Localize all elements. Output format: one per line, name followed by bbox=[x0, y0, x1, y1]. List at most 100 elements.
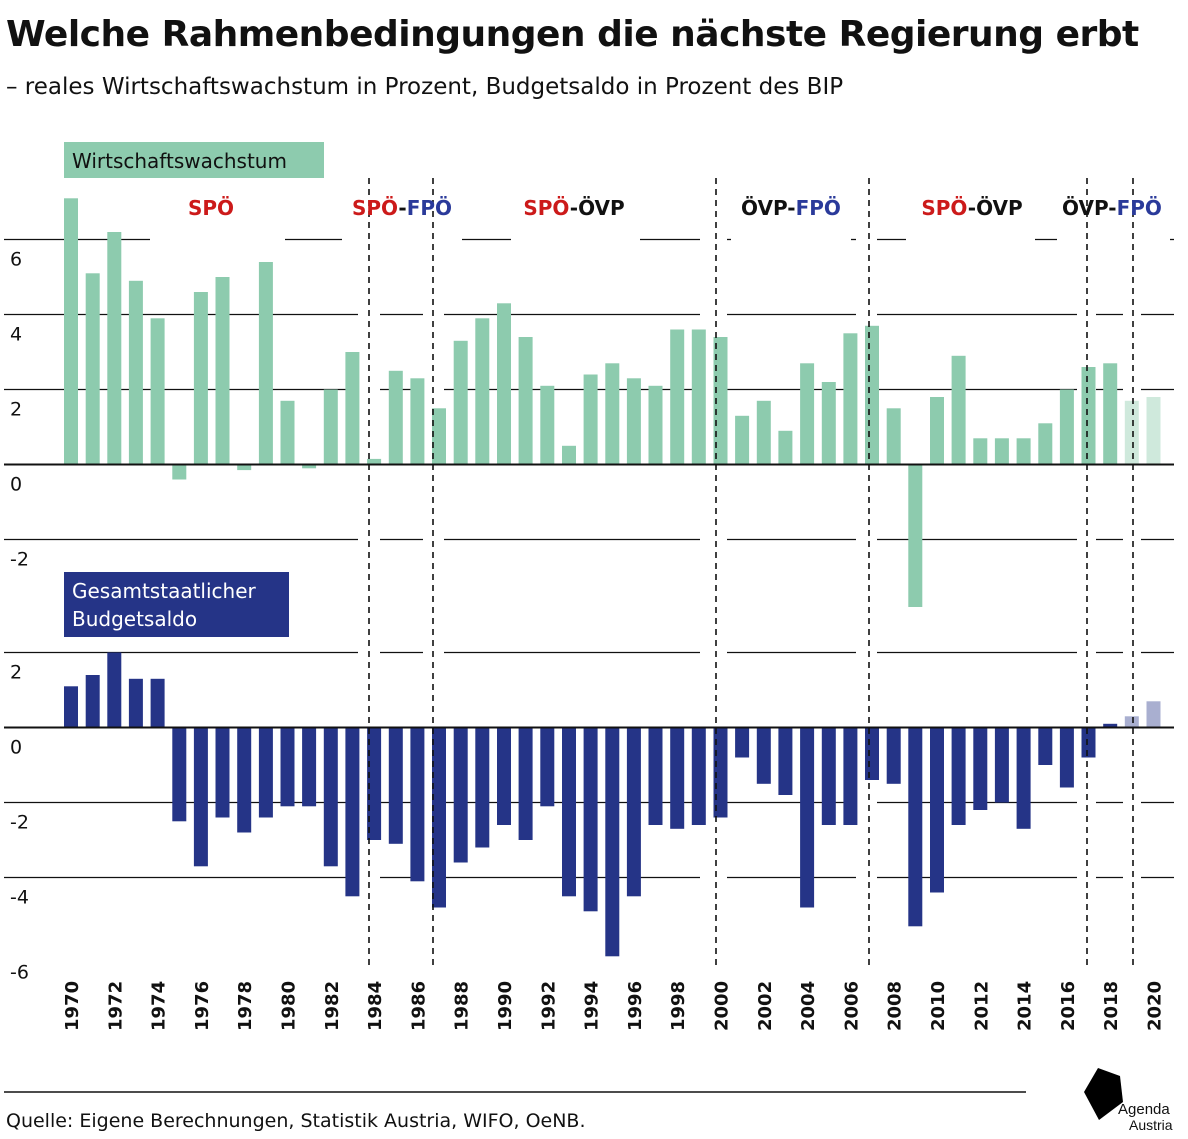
growth-bar bbox=[237, 464, 252, 471]
budget-bar bbox=[1124, 716, 1139, 728]
party-name: - bbox=[968, 196, 976, 220]
growth-bar bbox=[930, 397, 944, 465]
budget-bar bbox=[1038, 727, 1053, 765]
party-name: SPÖ bbox=[921, 196, 967, 220]
chart-subtitle: – reales Wirtschaftswachstum in Prozent,… bbox=[6, 74, 844, 100]
y-tick-labels: 6 4 2 0 -2 2 0 -2 -4 -6 bbox=[10, 249, 29, 984]
party-name: ÖVP bbox=[1062, 196, 1108, 220]
growth-legend-box bbox=[64, 142, 324, 178]
budget-bar bbox=[973, 727, 988, 810]
growth-bar bbox=[85, 273, 100, 465]
growth-bar bbox=[150, 318, 165, 465]
budget-bar bbox=[1016, 727, 1031, 829]
party-name: SPÖ bbox=[352, 196, 398, 220]
growth-bar bbox=[432, 408, 446, 465]
budget-y-tick: -4 bbox=[10, 887, 29, 909]
x-tick-labels: 1970 1972 1974 1976 1978 1980 1982 1984 1986 1988… bbox=[62, 981, 1166, 1031]
budget-legend-label: Gesamtstaatlicher Budgetsaldo bbox=[72, 579, 257, 631]
growth-bar bbox=[1124, 400, 1139, 465]
budget-bar bbox=[128, 678, 143, 728]
budget-bar bbox=[1103, 723, 1118, 728]
budget-bar bbox=[713, 727, 728, 818]
budget-legend-line: Gesamtstaatlicher bbox=[72, 579, 257, 603]
budget-legend-box bbox=[64, 572, 289, 637]
budget-y-tick: -2 bbox=[10, 812, 29, 834]
x-tick-label: 1986 bbox=[408, 981, 429, 1031]
growth-bar bbox=[756, 400, 771, 465]
government-label: ÖVP-FPÖ bbox=[1062, 196, 1162, 220]
growth-bar bbox=[778, 430, 793, 465]
party-name: ÖVP bbox=[578, 196, 625, 220]
party-name: SPÖ bbox=[188, 196, 234, 220]
budget-bar bbox=[323, 727, 338, 867]
budget-y-tick: 2 bbox=[10, 662, 22, 684]
budget-bar bbox=[735, 727, 750, 758]
budget-bar bbox=[345, 727, 360, 897]
budget-bar bbox=[475, 727, 490, 848]
x-tick-label: 2002 bbox=[755, 981, 776, 1031]
party-name: SPÖ bbox=[523, 196, 569, 220]
budget-bar bbox=[388, 727, 403, 844]
x-tick-label: 2004 bbox=[798, 981, 819, 1031]
growth-bar bbox=[410, 378, 425, 465]
growth-bar bbox=[1103, 363, 1118, 465]
budget-bar bbox=[583, 727, 598, 912]
government-dividers bbox=[368, 178, 1134, 970]
budget-bar bbox=[800, 727, 815, 908]
growth-bar bbox=[367, 458, 382, 465]
growth-bar bbox=[128, 280, 143, 465]
budget-bar bbox=[193, 727, 208, 867]
growth-bar bbox=[908, 464, 923, 607]
x-tick-label: 2014 bbox=[1015, 981, 1036, 1031]
party-name: - bbox=[787, 196, 795, 220]
government-label: ÖVP-FPÖ bbox=[741, 196, 841, 220]
growth-bar bbox=[583, 374, 598, 465]
growth-bar bbox=[821, 382, 836, 465]
government-labels: SPÖ SPÖ-FPÖ SPÖ-ÖVP ÖVP-FPÖ SPÖ-ÖVP ÖVP-FPÖ bbox=[188, 196, 1162, 220]
growth-bar bbox=[994, 438, 1009, 465]
budget-bar bbox=[670, 727, 685, 829]
government-label: SPÖ bbox=[188, 196, 234, 220]
growth-bar bbox=[107, 232, 122, 465]
growth-y-tick: 6 bbox=[10, 249, 22, 271]
growth-bar bbox=[497, 303, 511, 465]
x-tick-label: 1972 bbox=[105, 981, 126, 1031]
growth-bar bbox=[951, 355, 966, 465]
budget-bar bbox=[432, 727, 446, 908]
budget-bar bbox=[930, 727, 944, 893]
budget-bar bbox=[215, 727, 230, 818]
budget-bar bbox=[453, 727, 468, 863]
chart-title: Welche Rahmenbedingungen die nächste Reg… bbox=[6, 14, 1139, 55]
x-tick-label: 1978 bbox=[235, 981, 256, 1031]
growth-bar bbox=[1146, 397, 1161, 465]
growth-bar bbox=[475, 318, 490, 465]
budget-bar bbox=[172, 727, 187, 822]
growth-bar bbox=[453, 340, 468, 465]
budget-bar bbox=[302, 727, 317, 807]
growth-bar bbox=[172, 464, 187, 480]
growth-y-tick: 0 bbox=[10, 474, 22, 496]
growth-legend: Wirtschaftswachstum bbox=[64, 142, 324, 178]
growth-bar bbox=[258, 262, 273, 465]
budget-bar bbox=[150, 678, 165, 728]
growth-bar bbox=[1081, 367, 1096, 465]
party-name: FPÖ bbox=[407, 196, 452, 220]
x-tick-label: 1996 bbox=[625, 981, 646, 1031]
party-name: - bbox=[570, 196, 578, 220]
x-tick-label: 1998 bbox=[668, 981, 689, 1031]
x-tick-label: 2020 bbox=[1145, 981, 1166, 1031]
budget-y-tick: -6 bbox=[10, 962, 29, 984]
zero-lines bbox=[4, 463, 1174, 729]
growth-bar bbox=[1059, 389, 1074, 465]
budget-bar bbox=[821, 727, 836, 825]
government-label: SPÖ-ÖVP bbox=[523, 196, 624, 220]
government-label: SPÖ-ÖVP bbox=[921, 196, 1022, 220]
logo-mark bbox=[1084, 1068, 1123, 1120]
growth-bar bbox=[345, 352, 360, 465]
growth-bar bbox=[540, 385, 555, 465]
growth-bar bbox=[562, 445, 576, 465]
growth-bar bbox=[713, 337, 728, 465]
budget-bar bbox=[886, 727, 901, 784]
x-tick-label: 1988 bbox=[452, 981, 473, 1031]
